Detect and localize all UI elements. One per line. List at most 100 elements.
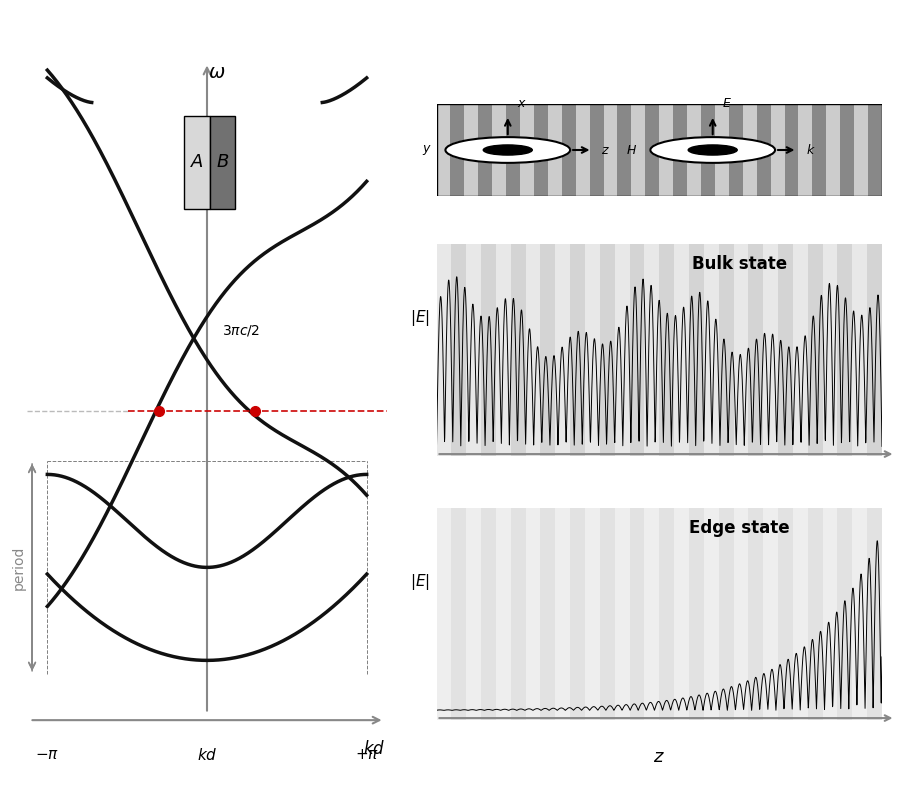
Bar <box>478 104 492 196</box>
Bar <box>838 479 852 730</box>
Bar <box>742 104 757 196</box>
Text: $|E|$: $|E|$ <box>410 572 430 592</box>
Bar <box>734 479 749 730</box>
Bar <box>210 116 235 209</box>
Bar <box>704 479 718 730</box>
Bar <box>540 479 555 730</box>
Bar <box>645 104 659 196</box>
Bar <box>785 104 798 196</box>
Bar <box>718 215 734 466</box>
Bar <box>585 215 599 466</box>
Bar <box>492 104 506 196</box>
Circle shape <box>483 145 532 155</box>
Bar <box>854 104 868 196</box>
Bar <box>778 479 793 730</box>
Bar <box>450 104 464 196</box>
Text: $z$: $z$ <box>653 747 665 766</box>
Bar <box>793 215 808 466</box>
Bar <box>466 479 481 730</box>
Bar <box>464 104 478 196</box>
Bar <box>555 479 571 730</box>
Bar <box>868 104 882 196</box>
Bar <box>534 104 548 196</box>
Bar <box>629 215 644 466</box>
Bar <box>659 479 674 730</box>
Circle shape <box>446 137 571 163</box>
Text: $x$: $x$ <box>517 97 526 110</box>
Text: $kd$: $kd$ <box>364 740 385 758</box>
Bar <box>520 104 534 196</box>
Bar <box>436 215 452 466</box>
Bar <box>763 479 778 730</box>
Circle shape <box>651 137 775 163</box>
Bar <box>778 215 793 466</box>
Bar <box>526 215 540 466</box>
Bar <box>674 479 689 730</box>
Bar <box>506 104 520 196</box>
Bar <box>852 215 868 466</box>
Bar <box>548 104 562 196</box>
Bar <box>604 104 617 196</box>
Bar <box>526 479 540 730</box>
Bar <box>841 104 854 196</box>
Bar <box>659 104 673 196</box>
Bar <box>838 215 852 466</box>
Text: $+\pi$: $+\pi$ <box>355 746 379 762</box>
Bar <box>701 104 715 196</box>
Text: $-\pi$: $-\pi$ <box>35 746 59 762</box>
Text: $3\pi c/2$: $3\pi c/2$ <box>222 323 261 338</box>
Bar <box>729 104 742 196</box>
Bar <box>436 104 450 196</box>
Bar <box>808 215 823 466</box>
Text: $H$: $H$ <box>626 143 637 157</box>
Bar <box>718 479 734 730</box>
Bar <box>555 215 571 466</box>
Text: A: A <box>191 154 203 171</box>
Bar <box>644 479 659 730</box>
Bar <box>823 479 838 730</box>
Bar <box>659 215 674 466</box>
Bar <box>562 104 576 196</box>
Bar <box>852 479 868 730</box>
Text: $kd$: $kd$ <box>197 746 217 762</box>
Circle shape <box>688 145 737 155</box>
Bar <box>617 104 632 196</box>
Bar <box>481 215 496 466</box>
Bar <box>571 215 585 466</box>
Bar <box>632 104 645 196</box>
Bar <box>715 104 729 196</box>
Bar <box>540 215 555 466</box>
Bar <box>823 215 838 466</box>
Bar <box>748 215 763 466</box>
Text: $\omega$: $\omega$ <box>208 62 226 82</box>
Bar <box>452 479 466 730</box>
Bar <box>644 215 659 466</box>
Bar <box>770 104 785 196</box>
Text: $z$: $z$ <box>601 143 610 157</box>
Bar <box>868 479 882 730</box>
Text: $k$: $k$ <box>806 143 816 157</box>
Bar <box>687 104 701 196</box>
Bar <box>793 479 808 730</box>
Bar <box>590 104 604 196</box>
Bar <box>629 479 644 730</box>
Bar <box>571 479 585 730</box>
Text: Edge state: Edge state <box>689 518 790 537</box>
Bar <box>734 215 749 466</box>
Bar <box>808 479 823 730</box>
Bar <box>868 215 882 466</box>
Bar <box>704 215 718 466</box>
Bar <box>826 104 841 196</box>
Bar <box>599 479 615 730</box>
Bar <box>757 104 770 196</box>
Bar <box>763 215 778 466</box>
Bar <box>674 215 689 466</box>
Bar <box>466 215 481 466</box>
Bar <box>798 104 813 196</box>
Bar <box>748 479 763 730</box>
Bar <box>436 479 452 730</box>
Bar <box>615 215 630 466</box>
Bar <box>599 215 615 466</box>
Text: Bulk state: Bulk state <box>692 254 787 273</box>
Bar <box>496 479 511 730</box>
